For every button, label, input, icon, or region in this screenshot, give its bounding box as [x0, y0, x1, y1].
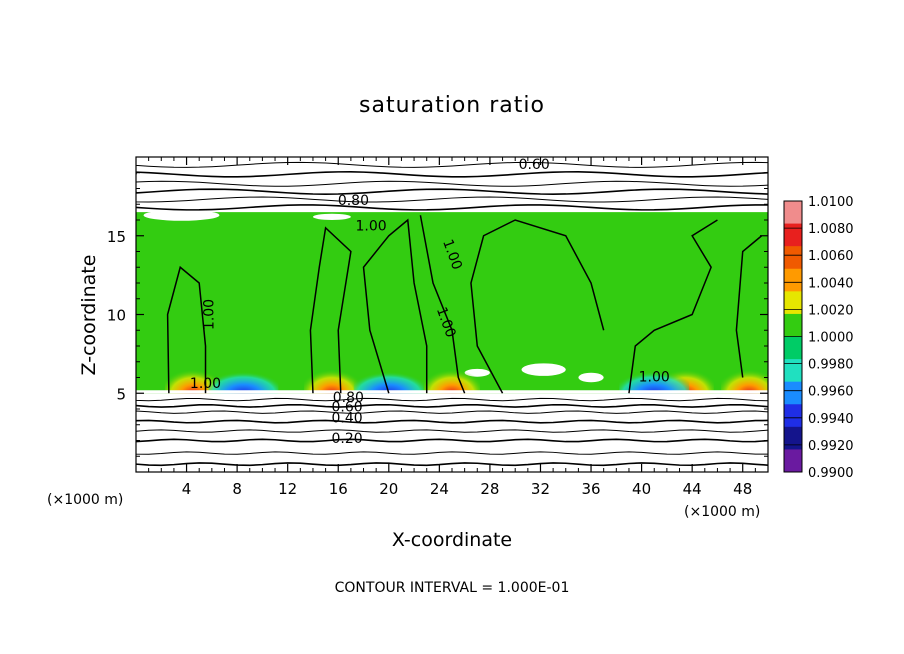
x-tick-label: 44	[683, 480, 702, 498]
contour-line	[136, 204, 768, 211]
y-axis-label: Z-coordinate	[78, 255, 100, 376]
contour-line	[136, 438, 768, 443]
colorbar-swatch	[784, 291, 802, 315]
chart-title: saturation ratio	[359, 93, 545, 118]
colorbar-swatch	[784, 404, 802, 428]
x-unit-label: (×1000 m)	[684, 504, 760, 520]
colorbar	[783, 200, 803, 473]
y-tick-label: 5	[116, 385, 126, 403]
contour-line	[136, 196, 768, 203]
warm-spot	[424, 353, 480, 394]
contour-label: 0.40	[332, 410, 363, 426]
contour-label: 1.00	[201, 299, 217, 330]
y-tick-label: 10	[107, 307, 126, 325]
colorbar-label: 0.9920	[808, 439, 854, 454]
contour-line	[136, 462, 768, 467]
cold-spot	[208, 357, 279, 394]
contour-line	[362, 218, 428, 394]
x-tick-label: 36	[581, 480, 600, 498]
contour-line	[136, 451, 768, 455]
x-tick-label: 28	[480, 480, 499, 498]
colorbar-label: 1.0040	[808, 276, 854, 291]
contour-line	[136, 397, 768, 402]
x-tick-label: 8	[232, 480, 242, 498]
contour-lines	[136, 161, 768, 467]
contour-line	[136, 403, 768, 408]
colorbar-swatch	[784, 426, 802, 450]
contour-line	[628, 219, 718, 394]
contour-label: 0.60	[332, 399, 363, 415]
colorbar-label: 1.0020	[808, 303, 854, 318]
contour-label: 1.00	[190, 376, 221, 392]
clear-gap	[578, 372, 604, 383]
x-axis-ticks: 4 8 12 16 20 24 28 32 36 40 44 48	[148, 157, 756, 498]
x-axis-label: X-coordinate	[392, 529, 512, 551]
clear-gap	[521, 363, 566, 376]
colorbar-label: 1.0000	[808, 331, 854, 346]
plot-area	[136, 157, 768, 472]
contour-label: 0.80	[333, 390, 364, 406]
contour-label: 0.60	[519, 157, 550, 173]
contour-label: 1.00	[356, 218, 387, 234]
contour-interval-note: CONTOUR INTERVAL = 1.000E-01	[335, 580, 570, 596]
colorbar-label: 0.9940	[808, 412, 854, 427]
contour-line	[136, 161, 768, 168]
colorbar-label: 0.9960	[808, 385, 854, 400]
contour-line	[136, 410, 768, 414]
colorbar-swatch	[784, 268, 802, 292]
colorbar-swatch	[784, 313, 802, 337]
contour-line	[309, 226, 352, 394]
anomaly-spots	[136, 353, 768, 394]
contour-line	[136, 188, 768, 195]
y-axis-ticks: 5 10 15	[107, 172, 768, 457]
contour-line	[136, 171, 768, 178]
clear-gap	[312, 213, 351, 221]
colorbar-label: 0.9980	[808, 358, 854, 373]
colorbar-label: 1.0080	[808, 222, 854, 237]
colorbar-swatch	[784, 336, 802, 360]
clear-gap	[143, 209, 220, 221]
colorbar-label: 1.0100	[808, 195, 854, 210]
x-tick-label: 48	[733, 480, 752, 498]
x-tick-label: 12	[278, 480, 297, 498]
contour-label: 1.00	[639, 370, 670, 386]
contour-line	[136, 429, 768, 433]
contour-line	[136, 180, 768, 187]
colorbar-swatch	[784, 223, 802, 247]
colorbar-swatch	[784, 359, 802, 383]
z-unit-label: (×1000 m)	[47, 492, 123, 508]
contour-line	[166, 265, 207, 394]
x-tick-label: 4	[182, 480, 192, 498]
contour-line	[136, 419, 768, 424]
x-tick-label: 16	[329, 480, 348, 498]
colorbar-label: 1.0060	[808, 249, 854, 264]
colorbar-swatch	[784, 449, 802, 473]
x-tick-label: 40	[632, 480, 651, 498]
x-tick-label: 24	[430, 480, 449, 498]
contour-line	[419, 215, 466, 394]
contour-line	[470, 219, 605, 394]
x-tick-label: 20	[379, 480, 398, 498]
contour-line	[735, 235, 763, 378]
y-tick-label: 15	[107, 228, 126, 246]
x-tick-label: 32	[531, 480, 550, 498]
contour-label: 0.80	[338, 193, 369, 209]
warm-spot	[721, 353, 768, 394]
colorbar-swatch	[784, 381, 802, 405]
colorbar-swatch	[784, 201, 802, 225]
colorbar-labels: 1.0100 1.0080 1.0060 1.0040 1.0020 1.0000 0.99…	[784, 195, 854, 481]
colorbar-label: 0.9900	[808, 466, 854, 481]
cloud-base-edge	[136, 390, 768, 394]
contour-label: 0.20	[332, 431, 363, 447]
colorbar-swatch	[784, 246, 802, 270]
cold-spot	[353, 357, 424, 394]
